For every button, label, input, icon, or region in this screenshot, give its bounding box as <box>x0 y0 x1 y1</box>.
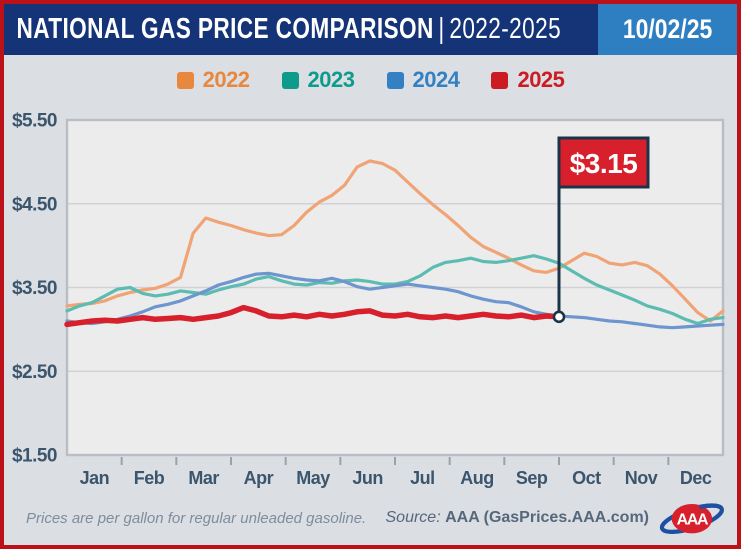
x-axis-label-Dec: Dec <box>680 468 712 488</box>
series-end-marker <box>552 310 566 324</box>
date-text: 10/02/25 <box>622 14 713 44</box>
series-line-2025 <box>64 304 562 328</box>
x-axis-label-Mar: Mar <box>188 468 219 488</box>
chart-svg: $5.50 $4.50 $3.50 $2.50 $1.50 Jan Feb Mar Apr May… <box>12 111 725 488</box>
series-line-2023 <box>65 254 725 326</box>
legend-label-2025: 2025 <box>517 67 565 92</box>
x-axis-label-Jan: Jan <box>80 468 110 488</box>
title-main: NATIONAL GAS PRICE COMPARISON <box>16 13 434 45</box>
source: Source: AAA (GasPrices.AAA.com) AAA <box>386 495 730 541</box>
legend: 2022 2023 2024 2025 <box>4 67 737 93</box>
legend-swatch-2022 <box>176 71 194 89</box>
x-axis-label-Nov: Nov <box>625 468 658 488</box>
y-axis-label-$4.50: $4.50 <box>12 194 57 215</box>
aaa-logo-icon: AAA <box>659 503 724 534</box>
x-axis-label-Feb: Feb <box>134 468 165 488</box>
page-title: NATIONAL GAS PRICE COMPARISON | 2022-2025 <box>4 13 561 46</box>
x-axis-label-Jul: Jul <box>410 468 435 488</box>
header-bar: NATIONAL GAS PRICE COMPARISON | 2022-2025 … <box>4 4 737 55</box>
title-bar: NATIONAL GAS PRICE COMPARISON | 2022-2025 <box>4 4 598 55</box>
x-axis-label-Jun: Jun <box>352 468 383 488</box>
title-divider: | <box>438 13 445 45</box>
plot-border <box>65 118 725 457</box>
x-axis-label-Aug: Aug <box>460 468 494 488</box>
date-box: 10/02/25 <box>598 4 737 55</box>
y-axis-label-$5.50: $5.50 <box>12 111 57 132</box>
x-axis-label-Sep: Sep <box>516 468 548 488</box>
series-line-2024 <box>65 271 725 330</box>
legend-item-2023: 2023 <box>281 67 355 93</box>
x-axis-label-May: May <box>296 468 330 488</box>
flag-value: $3.15 <box>570 148 638 179</box>
y-axis-label-$2.50: $2.50 <box>12 362 57 383</box>
legend-item-2022: 2022 <box>176 67 250 93</box>
legend-swatch-2025 <box>491 71 509 89</box>
flag-box <box>557 136 650 189</box>
footnote: Prices are per gallon for regular unlead… <box>26 509 367 527</box>
y-axis-label-$1.50: $1.50 <box>12 446 57 467</box>
title-years: 2022-2025 <box>449 13 562 45</box>
legend-swatch-2024 <box>386 71 404 89</box>
x-axis-label-Oct: Oct <box>572 468 601 488</box>
source-label: Source: <box>385 509 441 526</box>
footer: Prices are per gallon for regular unlead… <box>4 495 737 545</box>
legend-label-2023: 2023 <box>307 67 355 92</box>
legend-item-2025: 2025 <box>491 67 565 93</box>
legend-label-2022: 2022 <box>202 67 250 92</box>
svg-text:AAA: AAA <box>677 510 709 528</box>
y-axis-label-$3.50: $3.50 <box>12 278 57 299</box>
source-text: Source: AAA (GasPrices.AAA.com) <box>386 509 650 527</box>
series-line-2022 <box>65 159 725 323</box>
x-axis-label-Apr: Apr <box>244 468 274 488</box>
legend-label-2024: 2024 <box>412 67 460 92</box>
legend-swatch-2023 <box>281 71 299 89</box>
legend-item-2024: 2024 <box>386 67 460 93</box>
source-value: AAA (GasPrices.AAA.com) <box>445 509 649 526</box>
